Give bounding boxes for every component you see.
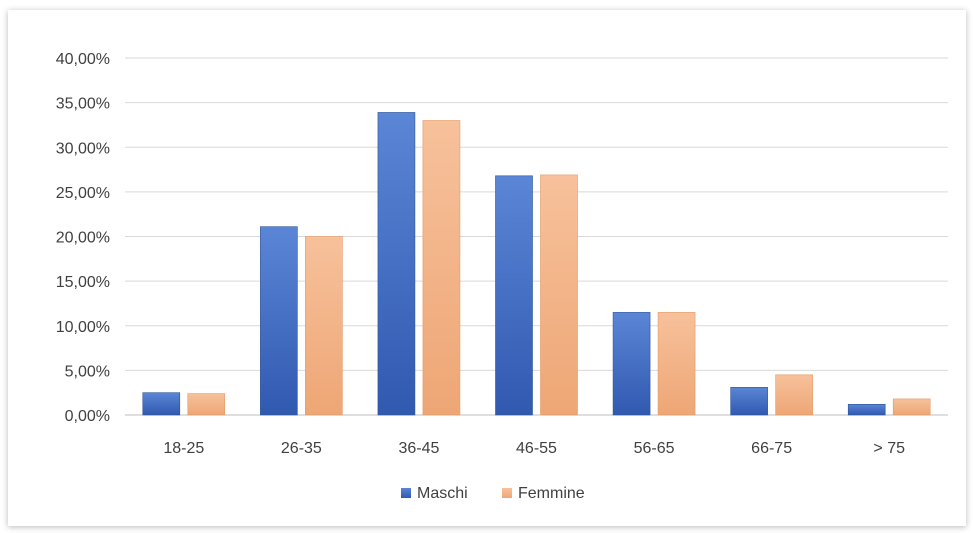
y-tick-label: 35,00% (56, 96, 110, 113)
bar-maschi-2 (260, 226, 298, 416)
y-tick-label: 20,00% (56, 230, 110, 247)
bars (142, 112, 931, 416)
y-tick-label: 15,00% (56, 274, 110, 291)
bar-maschi-1 (142, 392, 181, 416)
legend-swatch-femmine (502, 488, 512, 498)
bar-femmine-2 (305, 236, 343, 416)
x-tick-label: 26-35 (281, 440, 322, 457)
y-tick-label: 0,00% (65, 408, 110, 425)
x-tick-label: 36-45 (398, 440, 439, 457)
y-tick-label: 40,00% (56, 51, 110, 68)
bar-femmine-6 (775, 374, 813, 416)
legend-swatch-maschi (401, 488, 411, 498)
bar-femmine-1 (187, 393, 226, 416)
chart-frame (8, 10, 966, 526)
x-tick-label: 46-55 (516, 440, 557, 457)
x-tick-label: > 75 (873, 440, 905, 457)
x-tick-label: 18-25 (163, 440, 204, 457)
bar-maschi-7 (847, 403, 886, 416)
bar-maschi-4 (495, 175, 533, 416)
bar-maschi-3 (377, 112, 416, 416)
bar-femmine-4 (540, 174, 578, 416)
y-axis-ticks: 0,00% 5,00% 10,00% 15,00% 20,00% 25,00% 30,00%… (56, 51, 110, 425)
y-tick-label: 25,00% (56, 185, 110, 202)
x-axis-ticks: 18-25 26-35 36-45 46-55 56-65 66-75 > 75 (163, 440, 905, 457)
x-tick-label: 56-65 (634, 440, 675, 457)
bar-femmine-3 (422, 120, 461, 416)
bar-maschi-5 (612, 312, 651, 416)
legend-label-femmine: Femmine (518, 485, 585, 502)
legend-label-maschi: Maschi (417, 485, 468, 502)
y-tick-label: 10,00% (56, 319, 110, 336)
bar-femmine-7 (892, 398, 931, 416)
bar-femmine-5 (657, 312, 696, 416)
bar-maschi-6 (730, 387, 768, 416)
legend: Maschi Femmine (401, 485, 585, 502)
y-tick-label: 5,00% (65, 363, 110, 380)
gridlines (125, 57, 948, 416)
x-tick-label: 66-75 (751, 440, 792, 457)
y-tick-label: 30,00% (56, 140, 110, 157)
